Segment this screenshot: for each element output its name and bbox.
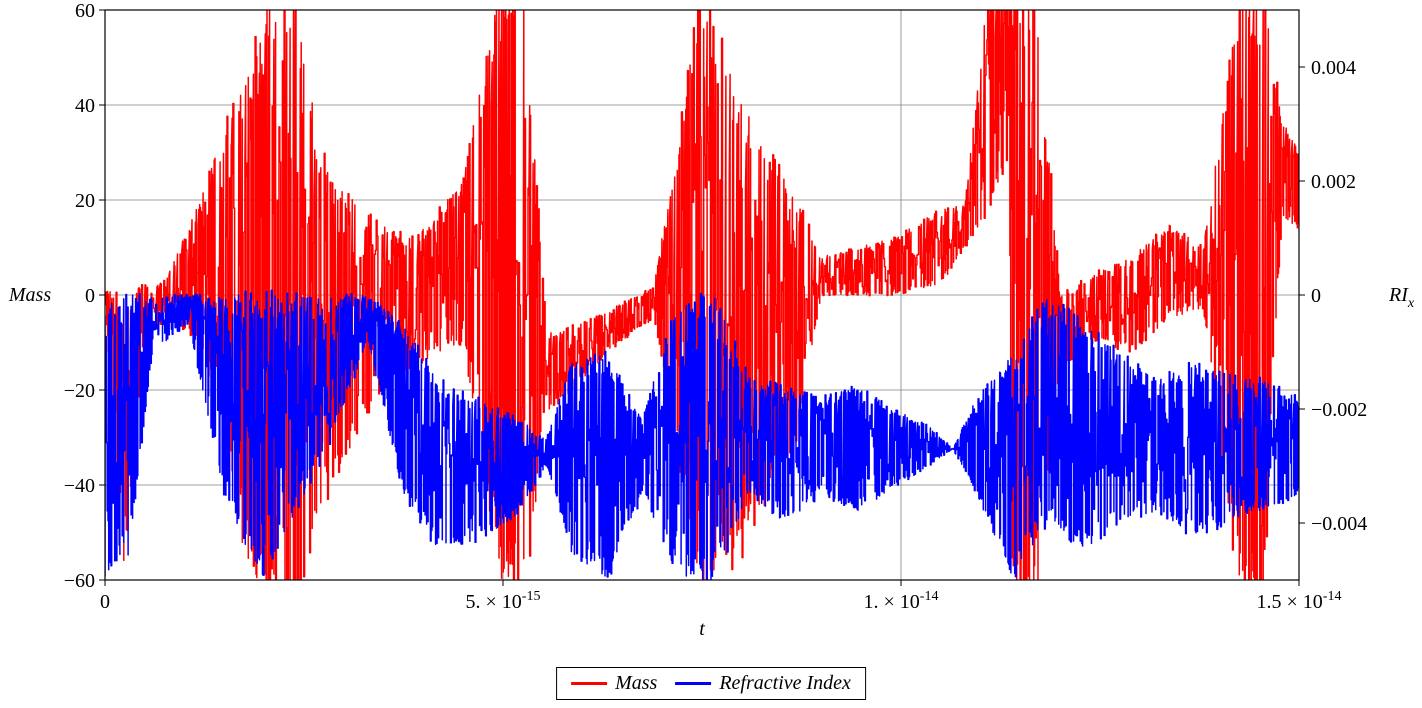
legend-item-ri: Refractive Index <box>675 672 851 695</box>
svg-text:0: 0 <box>1311 285 1321 307</box>
svg-text:t: t <box>699 618 705 640</box>
chart-svg: −60 −40 −20 0 20 40 60 −0.004 −0.002 0 0.002 0.004 0… <box>0 0 1422 708</box>
svg-text:0: 0 <box>85 285 95 307</box>
legend-swatch-mass <box>571 682 607 685</box>
svg-text:20: 20 <box>75 190 95 212</box>
svg-text:5. × 10-15: 5. × 10-15 <box>466 589 541 613</box>
svg-text:Mass: Mass <box>8 284 51 306</box>
svg-text:60: 60 <box>75 0 95 22</box>
chart-container: −60 −40 −20 0 20 40 60 −0.004 −0.002 0 0.002 0.004 0… <box>0 0 1422 708</box>
svg-text:−20: −20 <box>64 380 95 402</box>
legend-swatch-ri <box>675 682 711 685</box>
svg-text:RIx: RIx <box>1388 284 1415 311</box>
svg-text:0.004: 0.004 <box>1311 57 1356 79</box>
svg-text:40: 40 <box>75 95 95 117</box>
svg-text:−60: −60 <box>64 570 95 592</box>
legend-label-ri: Refractive Index <box>719 672 851 695</box>
svg-text:0.002: 0.002 <box>1311 171 1356 193</box>
legend-label-mass: Mass <box>615 672 657 695</box>
svg-text:−40: −40 <box>64 475 95 497</box>
svg-text:0: 0 <box>100 591 110 613</box>
svg-text:−0.002: −0.002 <box>1311 399 1367 421</box>
svg-text:−0.004: −0.004 <box>1311 513 1367 535</box>
legend: Mass Refractive Index <box>556 667 866 700</box>
svg-text:1.5 × 10-14: 1.5 × 10-14 <box>1257 589 1342 613</box>
svg-text:1. × 10-14: 1. × 10-14 <box>864 589 939 613</box>
legend-item-mass: Mass <box>571 672 657 695</box>
